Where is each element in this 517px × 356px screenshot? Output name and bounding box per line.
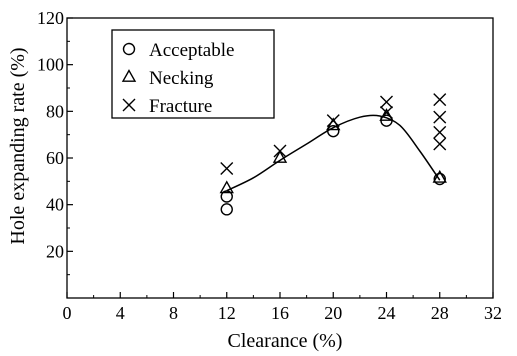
x-tick-label: 16	[271, 303, 289, 323]
trend-line-group	[226, 114, 441, 192]
legend: Acceptable Necking Fracture	[111, 29, 275, 119]
legend-marker-acceptable	[122, 42, 136, 56]
legend-label-fracture: Fracture	[149, 96, 212, 117]
x-tick-label: 24	[378, 303, 396, 323]
fracture-point	[433, 137, 447, 151]
x-tick-label: 32	[484, 303, 502, 323]
x-tick-label: 12	[218, 303, 236, 323]
fracture-point	[433, 93, 447, 107]
fracture-point	[220, 162, 234, 175]
x-tick-label: 4	[116, 303, 125, 323]
y-tick-label: 20	[46, 241, 64, 261]
y-tick-label: 40	[46, 195, 64, 215]
legend-marker-fracture	[122, 98, 136, 112]
acceptable-point	[327, 124, 340, 138]
fracture-point	[380, 95, 393, 109]
fracture-point	[326, 114, 340, 128]
y-tick-label: 80	[46, 101, 64, 121]
y-tick-label: 100	[37, 55, 64, 75]
acceptable-point	[433, 172, 446, 186]
x-tick-label: 8	[169, 303, 178, 323]
necking-point	[272, 150, 288, 163]
x-axis-title: Clearance (%)	[228, 330, 343, 352]
legend-label-necking: Necking	[149, 68, 214, 89]
necking-point	[432, 169, 447, 183]
fracture-point	[433, 110, 447, 124]
fracture-point	[380, 106, 393, 119]
legend-label-acceptable: Acceptable	[149, 40, 234, 61]
y-axis-title: Hole expanding rate (%)	[7, 47, 29, 244]
legend-box	[111, 29, 275, 119]
fracture-point	[273, 144, 287, 158]
y-tick-label: 120	[37, 8, 64, 28]
data-points	[219, 93, 447, 216]
x-tick-label: 28	[431, 303, 449, 323]
necking-point	[219, 180, 234, 194]
trend-line	[226, 114, 441, 192]
y-tick-label: 60	[46, 148, 64, 168]
acceptable-point	[220, 203, 233, 216]
acceptable-point	[220, 190, 233, 203]
axis-ticks: 0 4 8 12 16 20 24 28 32 20 40 60 80 100 120	[37, 8, 502, 323]
legend-marker-necking	[121, 69, 137, 82]
fracture-point	[433, 125, 447, 139]
x-tick-label: 20	[324, 303, 342, 323]
x-tick-label: 0	[63, 303, 72, 323]
